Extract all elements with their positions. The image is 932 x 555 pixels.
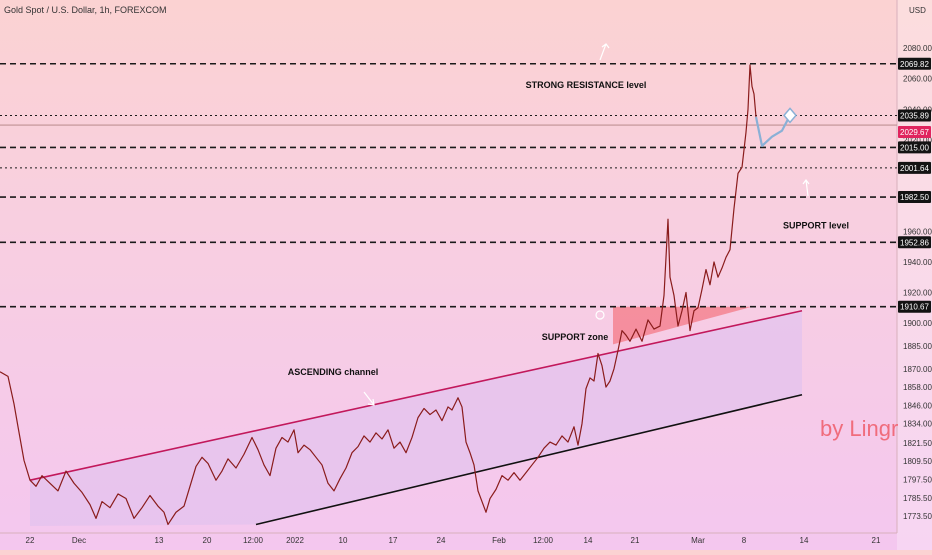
price-tick-label[interactable]: 2020.00 [903, 136, 932, 145]
time-tick-label[interactable]: 21 [631, 536, 640, 545]
level-price-label: 1952.86 [900, 238, 929, 247]
resistance-arrow [599, 43, 610, 61]
level-price-label: 1910.67 [900, 303, 929, 312]
channel-upper-line[interactable] [29, 309, 803, 481]
time-tick-label[interactable]: 12:00 [243, 536, 264, 545]
channel-arrow [363, 391, 375, 406]
level-label-bg [898, 236, 931, 249]
price-tick-label[interactable]: 1834.00 [903, 420, 932, 429]
time-tick-label[interactable]: 17 [389, 536, 398, 545]
support-zone-marker [595, 310, 605, 320]
level-price-label: 2001.64 [900, 164, 929, 173]
price-tick-label[interactable]: 1821.50 [903, 439, 932, 448]
currency-label: USD [909, 6, 926, 15]
price-series [0, 64, 757, 526]
time-tick-label[interactable]: 10 [339, 536, 348, 545]
horizontal-levels[interactable] [0, 62, 897, 308]
level-label-bg [898, 141, 931, 154]
price-tick-label[interactable]: 2060.00 [903, 75, 932, 84]
forecast-projection[interactable] [754, 107, 797, 148]
annotation-label[interactable]: SUPPORT level [783, 220, 849, 230]
time-tick-label[interactable]: Feb [492, 536, 506, 545]
chart-title: Gold Spot / U.S. Dollar, 1h, FOREXCOM [4, 5, 167, 15]
level-label-bg [898, 161, 931, 174]
level-price-labels: 2069.82 2035.89 2015.00 2001.64 1982.50 1952.… [898, 57, 931, 313]
price-line [0, 64, 757, 526]
price-tick-label[interactable]: 1870.00 [903, 365, 932, 374]
time-tick-label[interactable]: 8 [742, 536, 747, 545]
price-tick-label[interactable]: 1773.50 [903, 512, 932, 521]
current-price-label: 2029.67 [900, 128, 929, 137]
price-tick-label[interactable]: 1846.00 [903, 401, 932, 410]
time-tick-label[interactable]: 24 [437, 536, 446, 545]
annotations[interactable]: STRONG RESISTANCE level SUPPORT level SUPP… [288, 43, 849, 406]
time-axis[interactable]: 22 Dec 13 20 12:00 2022 10 17 24 Feb 12:00 14 21 Mar 8… [26, 536, 881, 545]
price-tick-label[interactable]: 1960.00 [903, 227, 932, 236]
level-label-bg [898, 57, 931, 70]
price-axis[interactable]: 2080.002060.002040.002020.001960.001940.… [903, 44, 932, 521]
level-price-label: 1982.50 [900, 193, 929, 202]
watermark: by Lingr [820, 416, 898, 441]
price-axis-panel[interactable] [897, 0, 932, 550]
level-price-label: 2015.00 [900, 143, 929, 152]
time-tick-label[interactable]: 14 [800, 536, 809, 545]
time-tick-label[interactable]: 2022 [286, 536, 304, 545]
time-tick-label[interactable]: 20 [203, 536, 212, 545]
current-price-label-bg [898, 126, 931, 139]
time-tick-label[interactable]: Dec [72, 536, 86, 545]
price-tick-label[interactable]: 1809.50 [903, 457, 932, 466]
level-price-label: 2069.82 [900, 60, 929, 69]
support-zone[interactable] [613, 306, 752, 345]
price-tick-label[interactable]: 1785.50 [903, 494, 932, 503]
price-tick-label[interactable]: 1858.00 [903, 383, 932, 392]
level-label-bg [898, 109, 931, 122]
level-label-bg [898, 191, 931, 204]
price-tick-label[interactable]: 1885.00 [903, 342, 932, 351]
time-tick-label[interactable]: 12:00 [533, 536, 554, 545]
time-tick-label[interactable]: 13 [155, 536, 164, 545]
annotation-label[interactable]: ASCENDING channel [288, 367, 379, 377]
time-tick-label[interactable]: Mar [691, 536, 705, 545]
support-zone-box[interactable] [613, 306, 752, 345]
forecast-target-marker[interactable] [783, 107, 797, 124]
price-tick-label[interactable]: 1900.00 [903, 319, 932, 328]
forecast-line[interactable] [754, 114, 791, 148]
price-tick-label[interactable]: 2080.00 [903, 44, 932, 53]
time-tick-label[interactable]: 22 [26, 536, 35, 545]
level-label-bg [898, 300, 931, 313]
price-tick-label[interactable]: 1797.50 [903, 475, 932, 484]
annotation-label[interactable]: SUPPORT zone [542, 332, 609, 342]
channel-lower-line[interactable] [255, 393, 803, 526]
channel-fill [30, 310, 802, 526]
time-tick-label[interactable]: 21 [872, 536, 881, 545]
price-tick-label[interactable]: 1940.00 [903, 258, 932, 267]
ascending-channel[interactable] [29, 309, 803, 526]
time-tick-label[interactable]: 14 [584, 536, 593, 545]
level-price-label: 2035.89 [900, 112, 929, 121]
price-tick-label[interactable]: 1920.00 [903, 288, 932, 297]
support-level-arrow [802, 179, 810, 197]
annotation-label[interactable]: STRONG RESISTANCE level [526, 80, 647, 90]
